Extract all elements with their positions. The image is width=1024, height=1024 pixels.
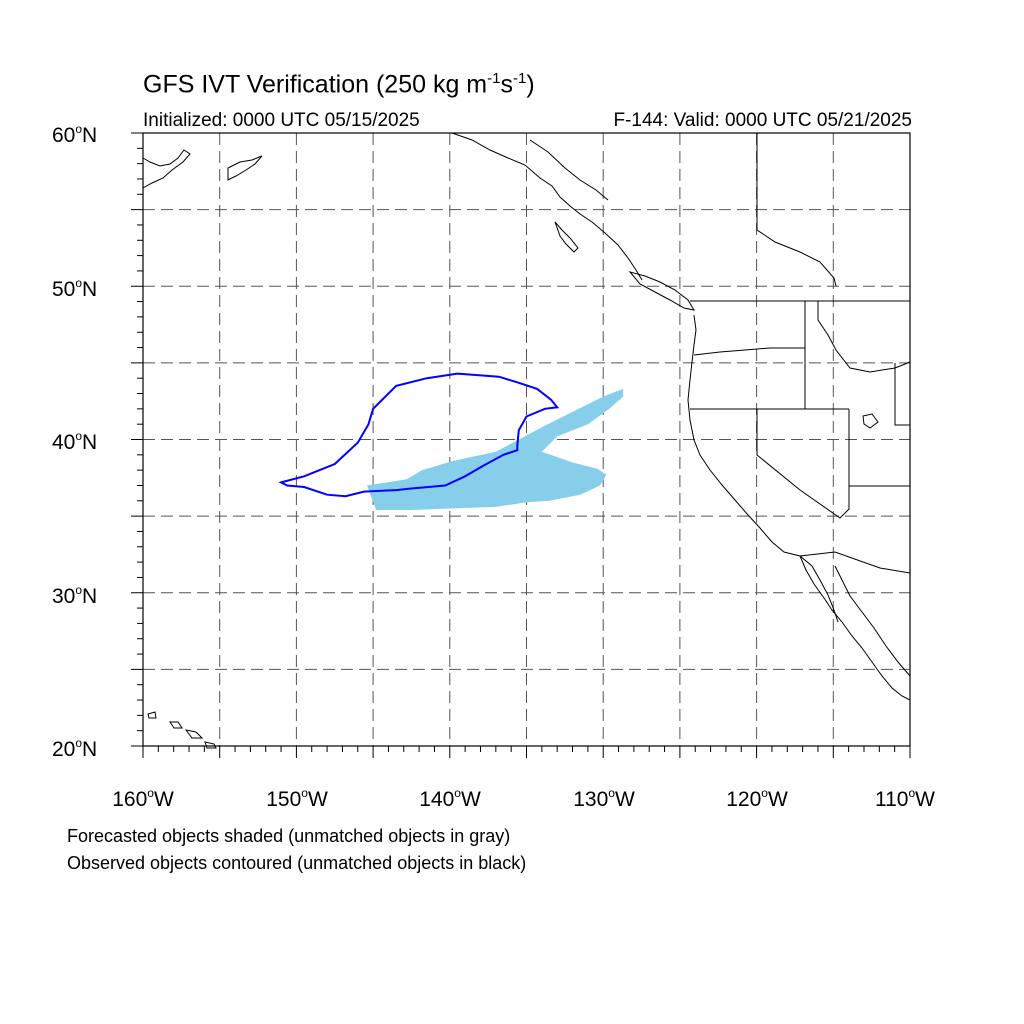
coastline-hawaii-3 — [184, 729, 204, 739]
coastline-hawaii — [147, 711, 157, 719]
map-frame — [131, 132, 911, 758]
ivt-objects — [278, 372, 624, 510]
observed-object-contour — [278, 372, 560, 498]
coastline-baja — [799, 555, 911, 701]
lat-label-20: 20oN — [52, 736, 98, 761]
lon-label-130: 130oW — [573, 786, 635, 811]
lat-label-40: 40oN — [52, 429, 98, 454]
valid-time: F-144: Valid: 0000 UTC 05/21/2025 — [613, 110, 912, 131]
coastline-haida-gwaii — [554, 221, 579, 253]
coastlines — [142, 132, 911, 749]
border-wa-or — [693, 347, 805, 356]
coastline-gulf-of-california — [834, 565, 911, 677]
coastline-vancouver-island — [628, 271, 696, 311]
lon-label-140: 140oW — [419, 786, 481, 811]
border-wy — [894, 363, 910, 426]
lake-great-salt — [862, 413, 879, 429]
border-nv — [756, 409, 850, 519]
coastline-hawaii-2 — [169, 721, 183, 729]
coastline-hawaii-4 — [204, 741, 217, 749]
lon-label-120: 120oW — [726, 786, 788, 811]
initialized-time: Initialized: 0000 UTC 05/15/2025 — [143, 110, 420, 131]
border-id-east — [817, 301, 911, 373]
lat-label-50: 50oN — [52, 276, 98, 301]
coastline-alaska-peninsula — [142, 149, 191, 189]
coastline-us-west — [687, 314, 839, 623]
forecast-object-shade — [367, 388, 624, 510]
legend-forecast-note: Forecasted objects shaded (unmatched obj… — [67, 826, 511, 846]
lat-label-60: 60oN — [52, 122, 98, 147]
border-alaska-canada — [756, 133, 837, 287]
lon-label-160: 160oW — [112, 786, 174, 811]
coastline-kodiak-area — [227, 155, 263, 181]
coastline-bc-mainland — [529, 139, 609, 201]
coastline-southeast-alaska — [451, 132, 643, 281]
legend-observed-note: Observed objects contoured (unmatched ob… — [67, 853, 527, 873]
lon-label-110: 110oW — [875, 786, 935, 811]
chart-title: GFS IVT Verification (250 kg m-1s-1) — [143, 70, 535, 99]
lon-label-150: 150oW — [266, 786, 328, 811]
graticule-grid — [143, 133, 910, 746]
lat-label-30: 30oN — [52, 583, 98, 608]
border-us-mexico — [799, 551, 911, 574]
